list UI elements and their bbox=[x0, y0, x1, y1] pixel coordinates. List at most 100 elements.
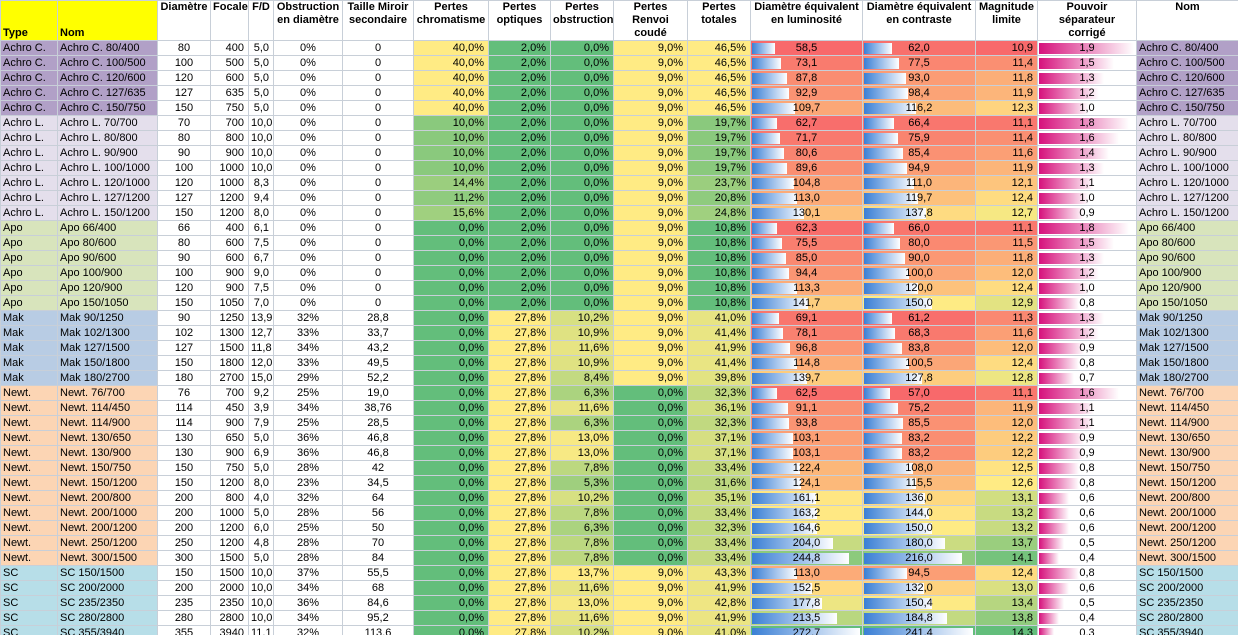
table-cell: 9,0% bbox=[613, 295, 688, 311]
cell-text: 9,0% bbox=[657, 42, 683, 54]
table-cell: Newt. 150/750 bbox=[1136, 460, 1238, 476]
table-cell: 11,9 bbox=[975, 400, 1038, 416]
cell-text: Apo bbox=[3, 222, 23, 234]
cell-text: 1,5 bbox=[1079, 57, 1095, 69]
cell-text: 1,8 bbox=[1079, 222, 1095, 234]
table-cell: 3,9 bbox=[248, 400, 274, 416]
table-cell: 0,0% bbox=[413, 250, 489, 266]
table-cell: 85,5 bbox=[862, 415, 976, 431]
cell-text: 0,8 bbox=[1079, 357, 1095, 369]
table-cell: 0,0% bbox=[413, 400, 489, 416]
cell-text: 127 bbox=[174, 192, 194, 204]
cell-text: Apo bbox=[3, 267, 23, 279]
table-cell: Achro L. 100/1000 bbox=[57, 160, 158, 176]
table-cell: 10,8% bbox=[687, 250, 751, 266]
cell-text: 9,0% bbox=[657, 57, 683, 69]
table-cell: 85,4 bbox=[862, 145, 976, 161]
table-cell: 800 bbox=[210, 490, 249, 506]
cell-text: Newt. 300/1500 bbox=[60, 552, 138, 564]
table-cell: 11,9 bbox=[975, 85, 1038, 101]
cell-text: 37,1% bbox=[714, 432, 746, 444]
table-cell: Newt. bbox=[0, 430, 58, 446]
cell-text: Achro L. 90/900 bbox=[1139, 147, 1217, 159]
table-cell: 28% bbox=[273, 505, 343, 521]
cell-text: 9,0% bbox=[657, 237, 683, 249]
data-bar bbox=[1039, 523, 1069, 534]
cell-text: 1,1 bbox=[1079, 177, 1095, 189]
cell-text: 0% bbox=[300, 177, 316, 189]
table-cell: 0,0% bbox=[613, 550, 688, 566]
table-cell: 900 bbox=[210, 145, 249, 161]
cell-text: 35,1% bbox=[714, 492, 746, 504]
cell-text: 0,0% bbox=[583, 222, 609, 234]
cell-text: Achro C. bbox=[3, 72, 46, 84]
table-cell: 10,0% bbox=[413, 160, 489, 176]
data-bar bbox=[864, 298, 932, 309]
cell-text: 11,1 bbox=[1012, 387, 1033, 399]
table-cell: 1300 bbox=[210, 325, 249, 341]
cell-text: 27,8% bbox=[514, 627, 546, 635]
table-cell: 2,0% bbox=[488, 280, 551, 296]
table-cell: 71,7 bbox=[750, 130, 863, 146]
table-cell: 68,3 bbox=[862, 325, 976, 341]
cell-text: 11,8 bbox=[1012, 72, 1033, 84]
cell-text: 5,0 bbox=[253, 87, 269, 99]
table-cell: 2,0% bbox=[488, 175, 551, 191]
table-cell: 184,8 bbox=[862, 610, 976, 626]
table-cell: 94,4 bbox=[750, 265, 863, 281]
cell-text: 89,6 bbox=[795, 162, 818, 174]
cell-text: 114 bbox=[175, 402, 193, 414]
cell-text: 9,0% bbox=[657, 282, 683, 294]
table-cell: Achro L. 70/700 bbox=[57, 115, 158, 131]
table-cell: 36% bbox=[273, 445, 343, 461]
cell-text: SC 150/1500 bbox=[60, 567, 125, 579]
table-cell: 114,8 bbox=[750, 355, 863, 371]
cell-text: 9,0% bbox=[657, 567, 683, 579]
cell-text: 12,2 bbox=[1011, 447, 1033, 459]
cell-text: 68,3 bbox=[908, 327, 930, 339]
cell-text: 85,0 bbox=[795, 252, 818, 264]
data-bar bbox=[864, 478, 917, 489]
data-bar bbox=[864, 43, 892, 54]
table-cell: 5,0 bbox=[248, 430, 274, 446]
cell-text: 66,4 bbox=[908, 117, 930, 129]
cell-text: Achro C. 100/500 bbox=[60, 57, 146, 69]
table-cell: 27,8% bbox=[488, 550, 551, 566]
cell-text: 1500 bbox=[219, 552, 244, 564]
cell-text: 12,9 bbox=[1011, 297, 1033, 309]
table-cell: 40,0% bbox=[413, 70, 489, 86]
table-cell: 500 bbox=[210, 55, 249, 71]
cell-text: 73,1 bbox=[795, 57, 818, 69]
table-cell: 12,0 bbox=[975, 340, 1038, 356]
table-cell: Newt. 200/1000 bbox=[1136, 505, 1238, 521]
table-cell: 33,4% bbox=[687, 460, 751, 476]
cell-text: 11,9 bbox=[1012, 87, 1033, 99]
table-cell: 70 bbox=[157, 115, 211, 131]
table-cell: 2,0% bbox=[488, 70, 551, 86]
cell-text: 33,4% bbox=[714, 537, 746, 549]
cell-text: 13,0% bbox=[577, 447, 609, 459]
table-cell: 27,8% bbox=[488, 520, 551, 536]
table-cell: Achro C. bbox=[0, 55, 58, 71]
cell-text: Achro C. bbox=[3, 57, 46, 69]
table-cell: 1,1 bbox=[1037, 175, 1137, 191]
data-bar bbox=[1039, 43, 1134, 54]
cell-text: 0,0% bbox=[583, 282, 609, 294]
data-bar bbox=[1039, 193, 1089, 204]
cell-text: 15,6% bbox=[452, 207, 484, 219]
table-cell: 5,0 bbox=[248, 40, 274, 56]
data-bar bbox=[864, 433, 902, 444]
cell-text: 76 bbox=[177, 387, 191, 399]
data-bar bbox=[864, 358, 910, 369]
cell-text: 272,7 bbox=[792, 627, 821, 635]
data-bar bbox=[864, 208, 927, 219]
cell-text: 12,4 bbox=[1011, 192, 1033, 204]
data-bar bbox=[752, 373, 808, 384]
table-cell: 2,0% bbox=[488, 145, 551, 161]
cell-text: 28,5 bbox=[367, 417, 389, 429]
cell-text: Apo bbox=[3, 252, 23, 264]
table-cell: Achro C. 150/750 bbox=[57, 100, 158, 116]
data-bar bbox=[1039, 253, 1104, 264]
table-row: Achro C. Achro C. 120/600 120 600 5,0 0% 0 40,0… bbox=[0, 70, 1238, 86]
cell-text: Achro L. 100/1000 bbox=[60, 162, 150, 174]
